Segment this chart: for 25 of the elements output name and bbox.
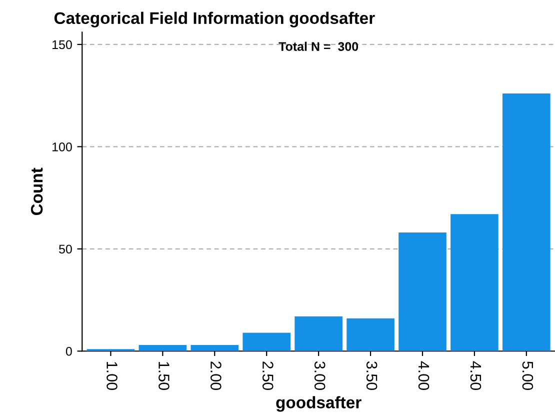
x-tick-label: 3.50: [366, 361, 378, 390]
x-axis-title: goodsafter: [276, 396, 362, 412]
x-tick-label: 1.00: [106, 362, 118, 390]
bar: [190, 344, 239, 352]
x-tick-label: 5.00: [522, 361, 534, 390]
annotation: Total N = 300: [278, 42, 358, 51]
x-tick-label: 2.00: [210, 362, 222, 390]
bar: [346, 318, 394, 352]
chart-title: Categorical Field Information goodsafter: [54, 12, 375, 28]
bar: [502, 94, 550, 352]
x-tick-label: 3.00: [314, 361, 326, 390]
y-tick-label: 150: [52, 40, 72, 50]
x-tick-label: 2.50: [262, 362, 274, 390]
bar: [294, 316, 342, 352]
x-tick-label: 4.00: [418, 361, 430, 390]
y-tick-label: 50: [59, 244, 72, 254]
bar: [138, 344, 187, 352]
bar: [398, 232, 446, 352]
x-tick-label: 1.50: [158, 362, 170, 390]
y-tick-label: 100: [52, 142, 72, 152]
bar: [242, 332, 291, 352]
y-axis-title: Count: [30, 168, 43, 216]
x-tick-label: 4.50: [470, 361, 482, 390]
bar: [450, 214, 498, 352]
y-tick-label: 0: [66, 346, 72, 356]
